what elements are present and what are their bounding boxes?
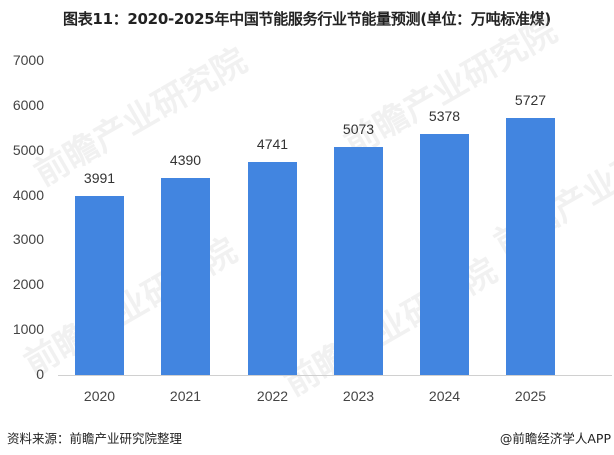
bar-2020 — [75, 195, 124, 375]
bar-value-label: 5727 — [514, 92, 547, 109]
y-tick-label: 0 — [36, 366, 44, 382]
bar-2024 — [420, 133, 469, 375]
y-tick-label: 2000 — [12, 276, 44, 293]
y-tick-label: 6000 — [12, 96, 44, 113]
bar-value-label: 5378 — [428, 107, 461, 124]
watermark: 前瞻产业研究院 — [277, 250, 504, 405]
credit-note: @前瞻经济学人APP — [499, 431, 611, 446]
bar-value-label: 3991 — [83, 169, 116, 186]
bar-2022 — [248, 162, 297, 375]
y-tick-label: 5000 — [12, 141, 44, 158]
x-tick-label: 2020 — [83, 388, 116, 404]
x-tick-label: 2025 — [514, 388, 547, 404]
x-tick-label: 2021 — [169, 388, 202, 404]
y-tick-label: 3000 — [12, 231, 44, 248]
y-tick-label: 1000 — [12, 321, 44, 338]
bar-value-label: 4390 — [169, 152, 202, 169]
x-axis-line — [58, 375, 612, 376]
bar-value-label: 4741 — [256, 136, 289, 153]
x-tick-label: 2023 — [342, 388, 375, 404]
x-tick-label: 2022 — [256, 388, 289, 404]
x-tick-label: 2024 — [428, 388, 461, 404]
bar-value-label: 5073 — [342, 121, 375, 138]
chart-title: 图表11：2020-2025年中国节能服务行业节能量预测(单位：万吨标准煤) — [63, 10, 551, 28]
bar-2023 — [334, 147, 383, 375]
bar-2025 — [506, 118, 555, 375]
y-tick-label: 4000 — [12, 186, 44, 203]
bar-2021 — [161, 178, 210, 375]
source-note: 资料来源：前瞻产业研究院整理 — [7, 431, 183, 446]
y-tick-label: 7000 — [12, 52, 44, 68]
